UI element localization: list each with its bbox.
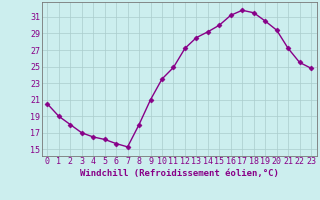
X-axis label: Windchill (Refroidissement éolien,°C): Windchill (Refroidissement éolien,°C) [80, 169, 279, 178]
